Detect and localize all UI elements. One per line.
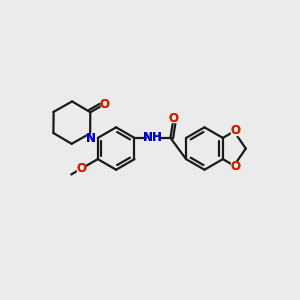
- Bar: [231, 162, 239, 170]
- Text: N: N: [86, 132, 96, 145]
- Text: O: O: [168, 112, 178, 125]
- Bar: [231, 127, 239, 135]
- Text: NH: NH: [143, 131, 163, 144]
- Text: O: O: [230, 160, 240, 173]
- Text: O: O: [230, 160, 240, 173]
- Text: O: O: [230, 124, 240, 137]
- Text: O: O: [76, 162, 86, 175]
- Text: O: O: [230, 124, 240, 137]
- Text: NH: NH: [143, 131, 163, 144]
- Bar: [169, 114, 178, 122]
- Text: O: O: [76, 162, 86, 175]
- Bar: [147, 134, 159, 142]
- Text: O: O: [100, 98, 110, 111]
- Bar: [87, 134, 95, 142]
- Text: O: O: [100, 98, 110, 111]
- Bar: [77, 165, 85, 172]
- Text: O: O: [168, 112, 178, 125]
- Bar: [100, 100, 109, 108]
- Text: N: N: [86, 132, 96, 145]
